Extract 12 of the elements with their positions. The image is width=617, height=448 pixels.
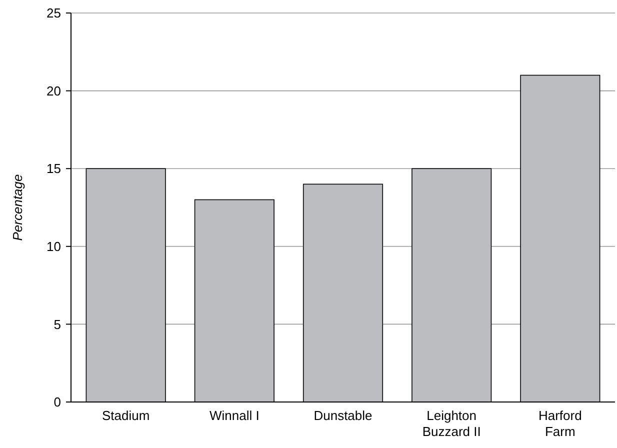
x-tick-label: Dunstable bbox=[314, 408, 372, 423]
x-tick-label: Harford Farm bbox=[538, 408, 582, 439]
y-tick-label: 5 bbox=[54, 316, 61, 332]
y-tick-label: 15 bbox=[46, 161, 61, 176]
y-tick-label: 0 bbox=[54, 394, 61, 410]
y-tick-label: 25 bbox=[46, 6, 61, 21]
y-tick-label: 10 bbox=[46, 238, 61, 254]
x-tick-label: Stadium bbox=[102, 408, 150, 423]
x-tick-label: Leighton Buzzard II bbox=[422, 408, 481, 439]
y-tick-label: 20 bbox=[46, 83, 61, 98]
y-axis-title: Percentage bbox=[10, 174, 25, 241]
x-tick-label: Winnall I bbox=[209, 408, 260, 423]
